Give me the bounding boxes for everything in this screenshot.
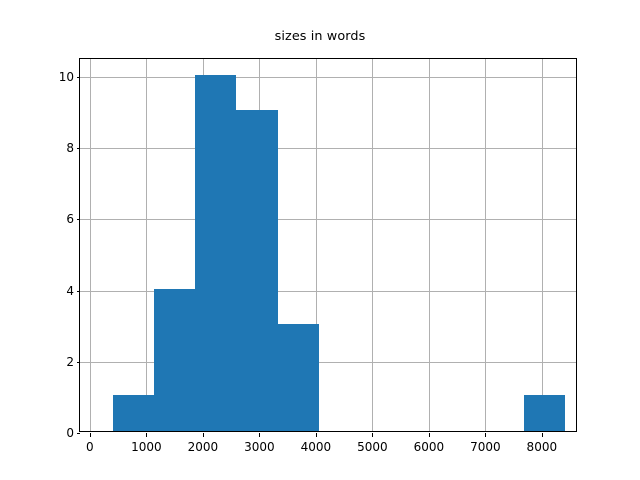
- x-tick-label: 7000: [470, 440, 501, 454]
- y-tick-label: 0: [66, 426, 74, 440]
- x-tick-mark: [428, 433, 430, 437]
- x-tick-label: 3000: [244, 440, 275, 454]
- x-tick-label: 1000: [131, 440, 162, 454]
- y-tick-mark: [76, 433, 80, 434]
- histogram-bar: [236, 110, 278, 431]
- x-tick-mark: [202, 433, 204, 437]
- gridline-vertical: [485, 59, 487, 431]
- gridline-horizontal: [80, 290, 576, 292]
- x-tick-mark: [315, 433, 317, 437]
- y-tick-label: 4: [66, 283, 74, 298]
- gridline-horizontal: [80, 148, 576, 150]
- y-tick-mark: [76, 219, 80, 221]
- x-tick-label: 8000: [526, 440, 558, 454]
- chart-title: sizes in words: [274, 29, 366, 44]
- x-tick-mark: [485, 433, 487, 437]
- gridline-vertical: [541, 59, 543, 431]
- gridline-horizontal: [80, 361, 576, 363]
- histogram-bar: [154, 288, 196, 431]
- x-tick-mark: [146, 433, 148, 437]
- histogram-bar: [113, 395, 155, 431]
- x-tick-mark: [372, 433, 374, 437]
- gridline-vertical: [372, 59, 374, 431]
- plot-axes: 0 1000 2000 3000 4000 5000 6000 7000 8000 0 2 4 6 8 1…: [59, 58, 577, 454]
- y-tick-label: 2: [66, 354, 74, 369]
- x-tick-mark: [541, 433, 543, 437]
- y-tick-mark: [76, 361, 80, 363]
- histogram-bar: [195, 74, 237, 431]
- gridline-vertical: [315, 59, 317, 431]
- histogram-bar: [277, 324, 319, 431]
- y-tick-mark: [76, 76, 80, 78]
- x-tick-label: 2000: [187, 440, 219, 454]
- plot-area: [80, 59, 576, 431]
- x-tick-label: 4000: [300, 440, 332, 454]
- gridline-vertical: [89, 59, 91, 431]
- x-tick-label: 5000: [357, 440, 388, 454]
- gridline-vertical: [428, 59, 430, 431]
- y-tick-label: 10: [58, 69, 74, 84]
- gridline-vertical: [146, 59, 148, 431]
- x-tick-label: 0: [86, 440, 94, 454]
- x-tick-label: 6000: [413, 440, 445, 454]
- x-tick-mark: [89, 433, 91, 437]
- gridline-horizontal: [80, 219, 576, 221]
- gridline-horizontal: [80, 76, 576, 78]
- histogram-bar: [523, 395, 566, 431]
- x-tick-mark: [259, 433, 261, 437]
- y-tick-label: 8: [66, 141, 74, 156]
- y-tick-mark: [76, 148, 80, 150]
- y-tick-label: 6: [66, 212, 74, 227]
- y-tick-mark: [76, 290, 80, 292]
